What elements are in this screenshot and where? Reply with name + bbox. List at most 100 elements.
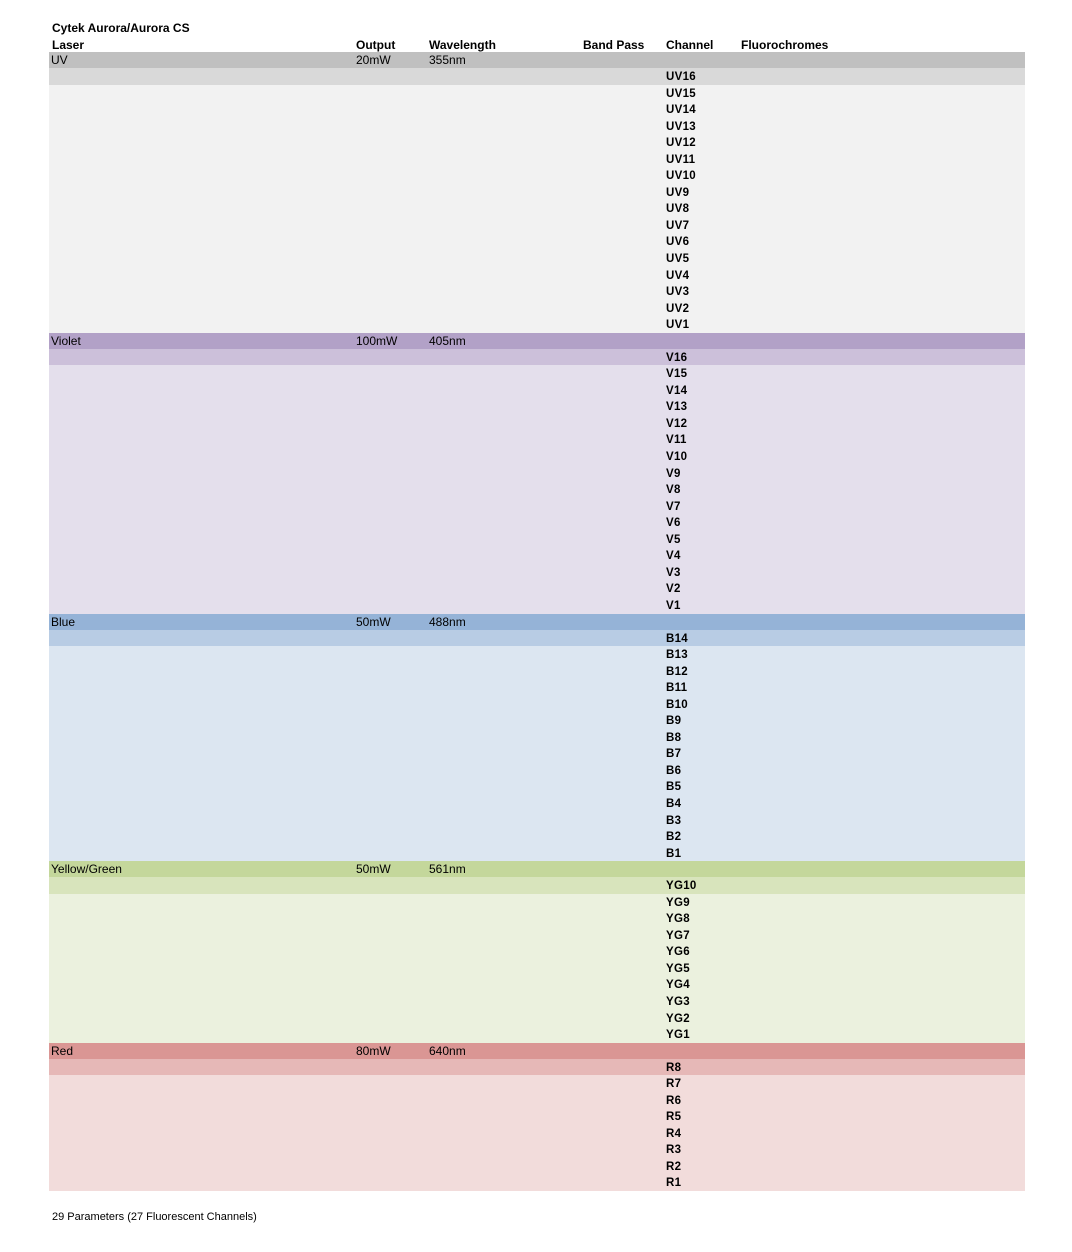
laser-name: UV [51,53,68,67]
channel-label: R4 [666,1127,682,1140]
channel-row: UV6 [49,233,1025,251]
channel-row: V16 [49,348,1025,366]
channel-label: UV3 [666,286,690,299]
channel-label: YG9 [666,896,690,909]
laser-output: 50mW [356,862,391,877]
channel-row: UV14 [49,101,1025,118]
channel-label: V2 [666,583,681,596]
channel-row: B1 [49,844,1025,862]
channel-label: V6 [666,517,681,530]
channel-label: R8 [666,1061,682,1074]
channel-label: V3 [666,566,681,579]
channel-row: B10 [49,695,1025,713]
channel-row: B11 [49,679,1025,696]
channel-row: YG3 [49,992,1025,1010]
laser-channel-table: UV 20mW 355nm UV16 UV15 UV14 UV13 UV12 UV11 UV10 U… [49,52,1025,1191]
laser-wavelength: 561nm [429,862,466,877]
laser-wavelength: 488nm [429,614,466,629]
channel-row: B4 [49,794,1025,812]
laser-section-yellow-green: Yellow/Green 50mW 561nm YG10 YG9 YG8 YG7 YG6 YG5… [49,861,1025,1043]
channel-row: V1 [49,596,1025,614]
column-header-wavelength: Wavelength [429,38,496,52]
channel-label: V13 [666,401,688,414]
channel-row: UV7 [49,216,1025,234]
channel-row: YG7 [49,926,1025,944]
channel-row: UV8 [49,200,1025,217]
column-header-band-pass: Band Pass [583,38,645,52]
channel-row: R7 [49,1075,1025,1092]
channel-row: R8 [49,1058,1025,1076]
laser-wavelength: 355nm [429,53,466,67]
channel-label: V5 [666,533,681,546]
channel-row: V3 [49,563,1025,581]
channel-row: V14 [49,381,1025,399]
channel-row: B3 [49,811,1025,829]
channel-row: B8 [49,728,1025,746]
channel-label: V8 [666,484,681,497]
laser-header-row: Red 80mW 640nm [49,1042,1025,1059]
channel-row: UV10 [49,167,1025,184]
channel-row: UV12 [49,134,1025,151]
channel-label: B12 [666,665,688,678]
channel-label: UV4 [666,269,690,282]
channel-row: UV11 [49,150,1025,168]
column-header-channel: Channel [666,38,714,52]
channel-label: UV5 [666,253,690,266]
channel-label: V4 [666,550,681,563]
channel-label: YG8 [666,913,690,926]
channel-label: B1 [666,847,682,860]
laser-name: Red [51,1043,74,1058]
channel-label: R3 [666,1144,682,1157]
channel-row: V10 [49,448,1025,465]
channel-label: V10 [666,451,688,464]
channel-label: UV11 [666,153,696,166]
channel-row: R4 [49,1124,1025,1142]
channel-label: UV8 [666,203,690,216]
channel-label: YG4 [666,979,690,992]
channel-label: UV6 [666,236,690,249]
laser-name: Blue [51,614,76,629]
channel-row: V6 [49,514,1025,531]
channel-label: B5 [666,781,682,794]
channel-label: V7 [666,500,681,513]
channel-label: B13 [666,649,688,662]
channel-row: UV16 [49,68,1025,85]
channel-label: V16 [666,351,688,364]
laser-name: Yellow/Green [51,862,122,877]
channel-label: V9 [666,467,681,480]
channel-label: B9 [666,715,682,728]
channel-row: V13 [49,398,1025,415]
channel-row: B7 [49,745,1025,762]
laser-output: 80mW [356,1043,391,1058]
channel-row: R6 [49,1091,1025,1109]
channel-row: V7 [49,497,1025,515]
channel-row: UV4 [49,266,1025,284]
channel-row: UV5 [49,250,1025,267]
channel-label: B3 [666,814,682,827]
channel-label: V15 [666,368,688,381]
channel-row: V8 [49,481,1025,498]
channel-label: YG1 [666,1029,690,1042]
channel-row: B12 [49,662,1025,680]
channel-row: R2 [49,1157,1025,1175]
channel-label: V1 [666,599,681,612]
channel-label: UV12 [666,137,696,150]
channel-row: V12 [49,414,1025,432]
channel-label: B10 [666,698,688,711]
laser-output: 20mW [356,53,391,67]
parameters-footnote: 29 Parameters (27 Fluorescent Channels) [52,1211,257,1223]
laser-name: Violet [51,333,81,348]
channel-label: B6 [666,764,682,777]
channel-label: B8 [666,731,682,744]
channel-row: UV2 [49,299,1025,317]
channel-row: YG1 [49,1026,1025,1043]
channel-row: R1 [49,1174,1025,1191]
channel-row: B2 [49,828,1025,845]
channel-label: UV10 [666,170,696,183]
channel-row: B14 [49,629,1025,647]
channel-label: B7 [666,748,682,761]
channel-label: R1 [666,1177,682,1190]
channel-row: UV15 [49,84,1025,102]
laser-header-row: Blue 50mW 488nm [49,613,1025,630]
channel-label: B14 [666,632,688,645]
